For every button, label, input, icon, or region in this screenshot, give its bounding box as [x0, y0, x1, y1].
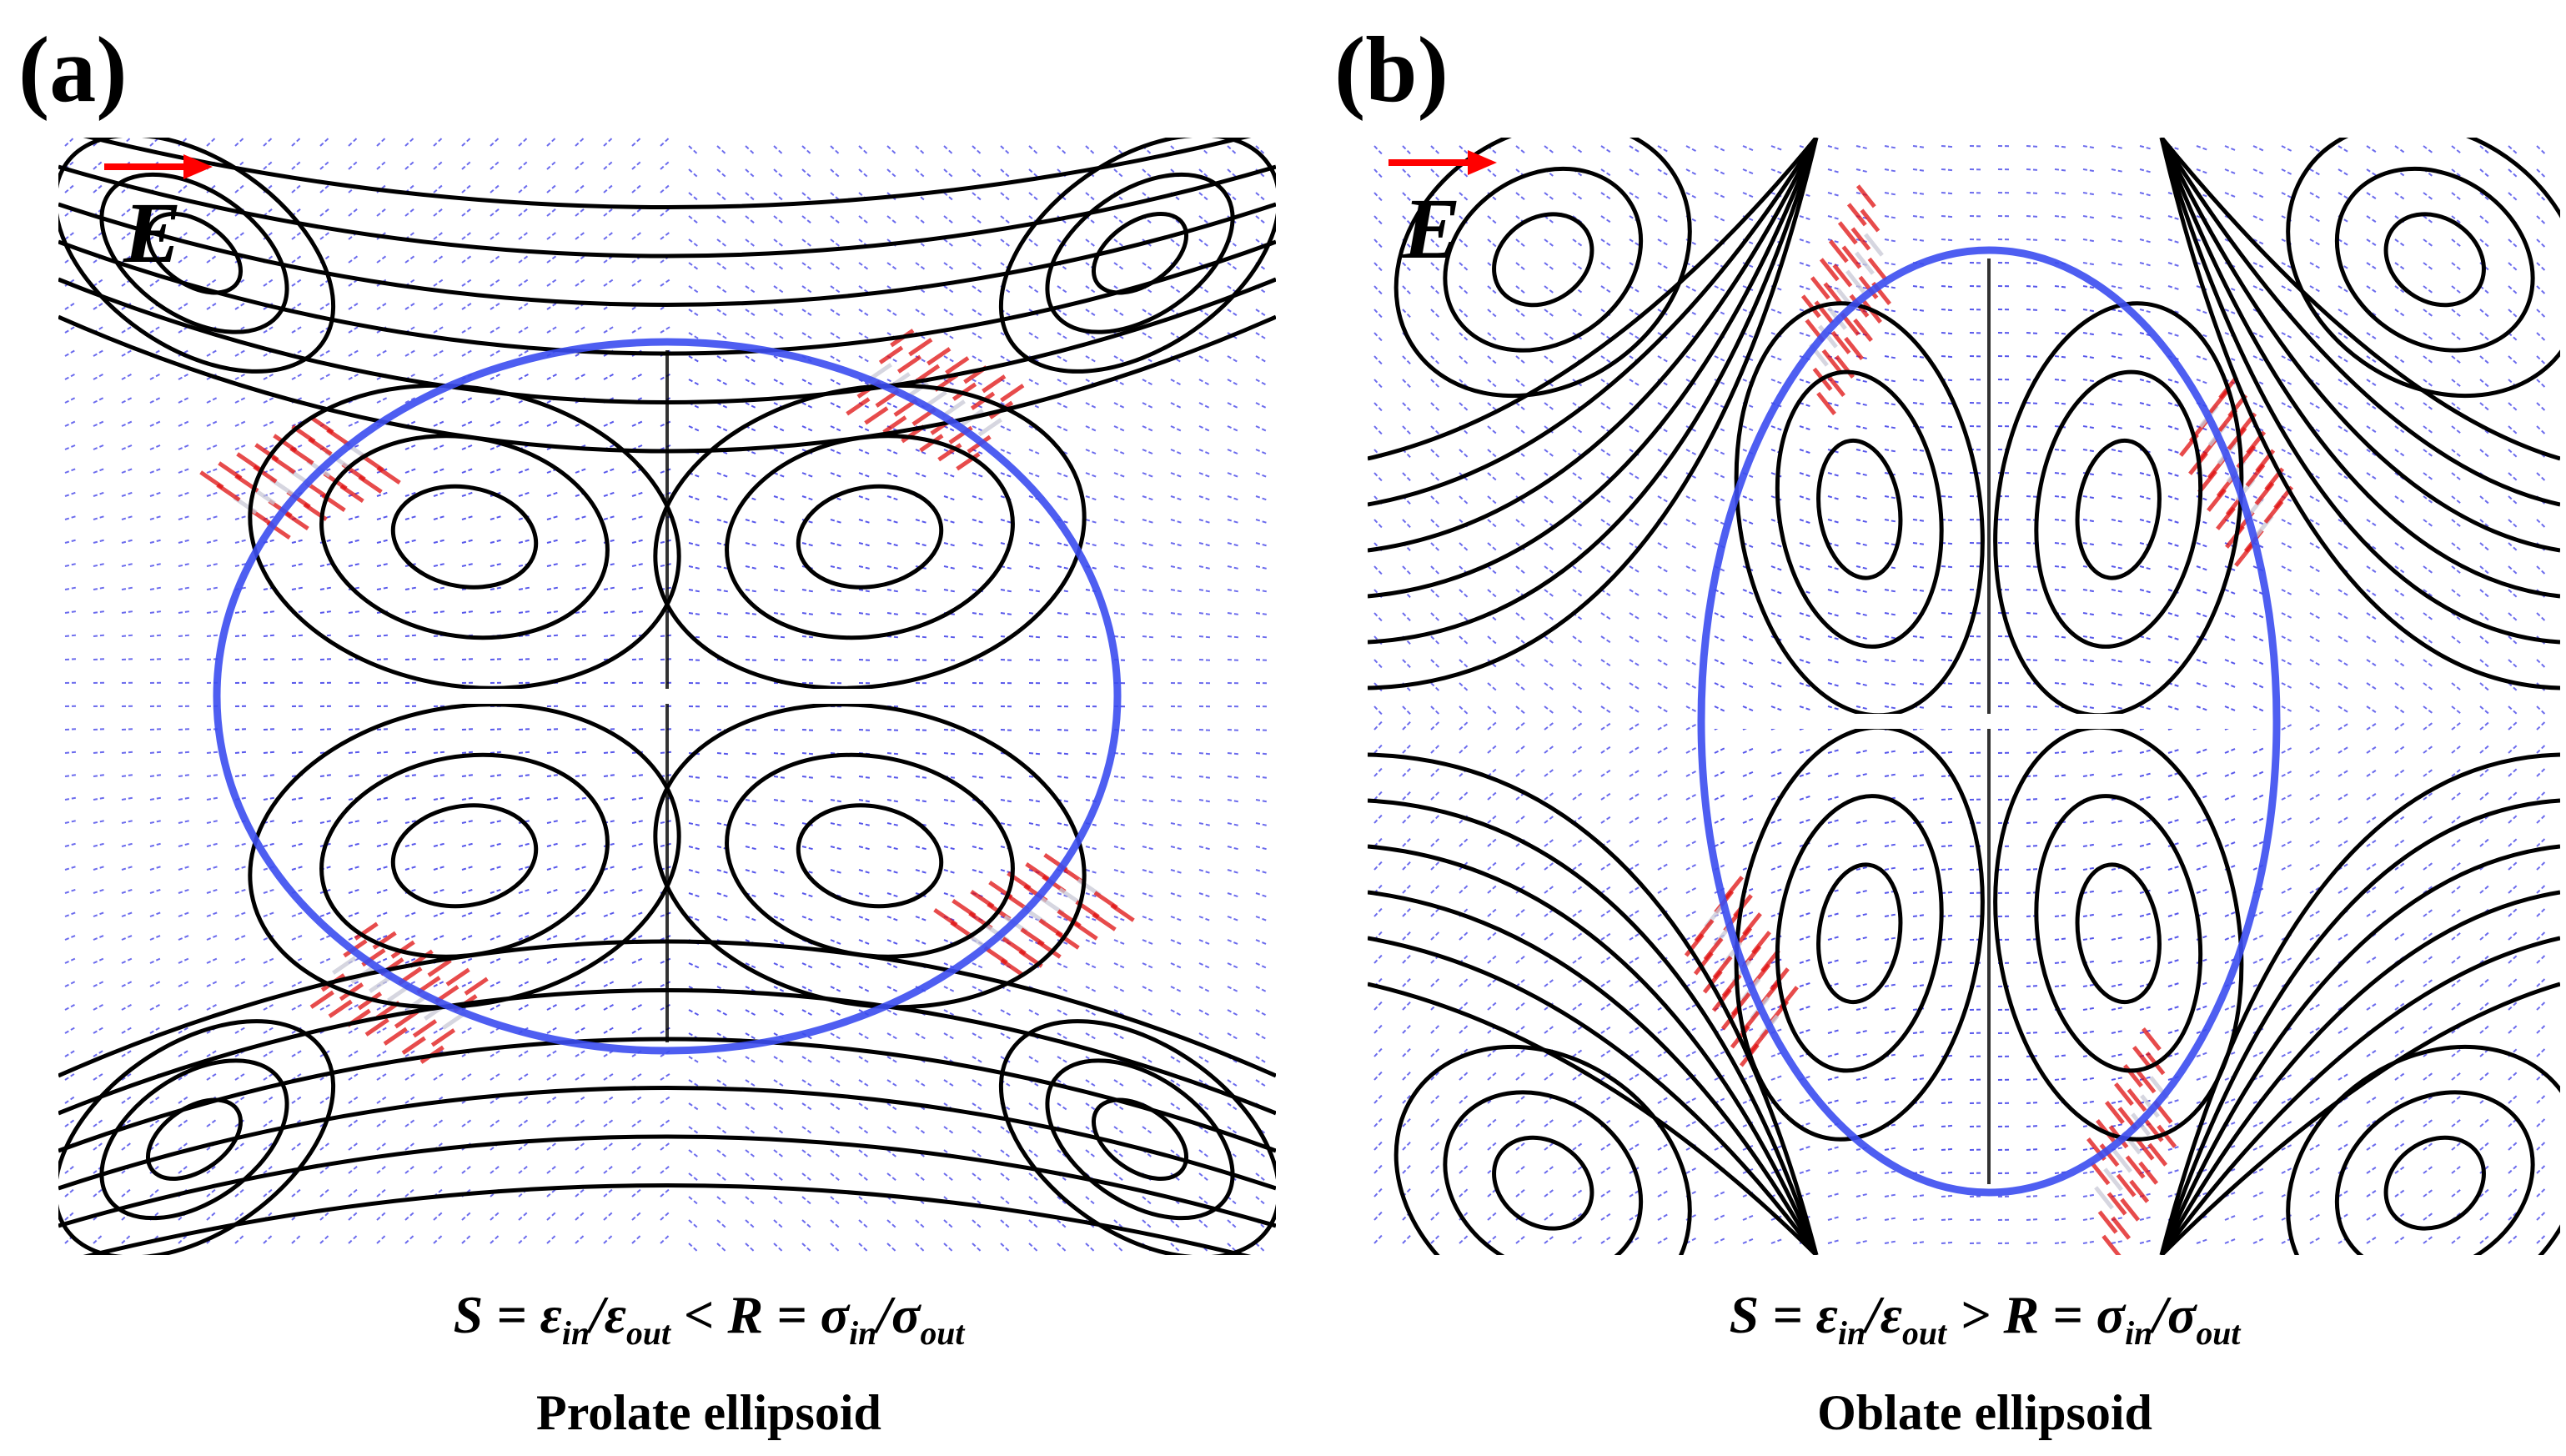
- ellipsoid-interface: [1697, 246, 2281, 1197]
- panel-b-streamline-svg: [1368, 138, 2560, 1255]
- panel-a-formula: S = εin/εout < R = σin/σout: [453, 1285, 965, 1352]
- panel-b-flow-plot: [1368, 138, 2560, 1255]
- high-velocity-vectors: [199, 329, 1135, 1064]
- ellipsoid-interface: [213, 338, 1122, 1055]
- panel-a-field-label: E: [123, 185, 182, 281]
- panel-a-flow-plot: [58, 138, 1276, 1255]
- panel-a-caption: Prolate ellipsoid: [536, 1385, 881, 1440]
- panel-b-caption: Oblate ellipsoid: [1817, 1385, 2152, 1440]
- electric-field-arrow-icon: [1388, 150, 1497, 175]
- panel-b-letter: (b): [1334, 18, 1449, 122]
- panel-b-formula: S = εin/εout > R = σin/σout: [1729, 1285, 2241, 1352]
- panel-b-field-label: E: [1403, 181, 1461, 277]
- panel-a-letter: (a): [18, 18, 128, 122]
- panel-a-streamline-svg: [58, 138, 1276, 1255]
- streamlines: [1368, 138, 2560, 1255]
- electric-field-arrow-icon: [104, 154, 213, 179]
